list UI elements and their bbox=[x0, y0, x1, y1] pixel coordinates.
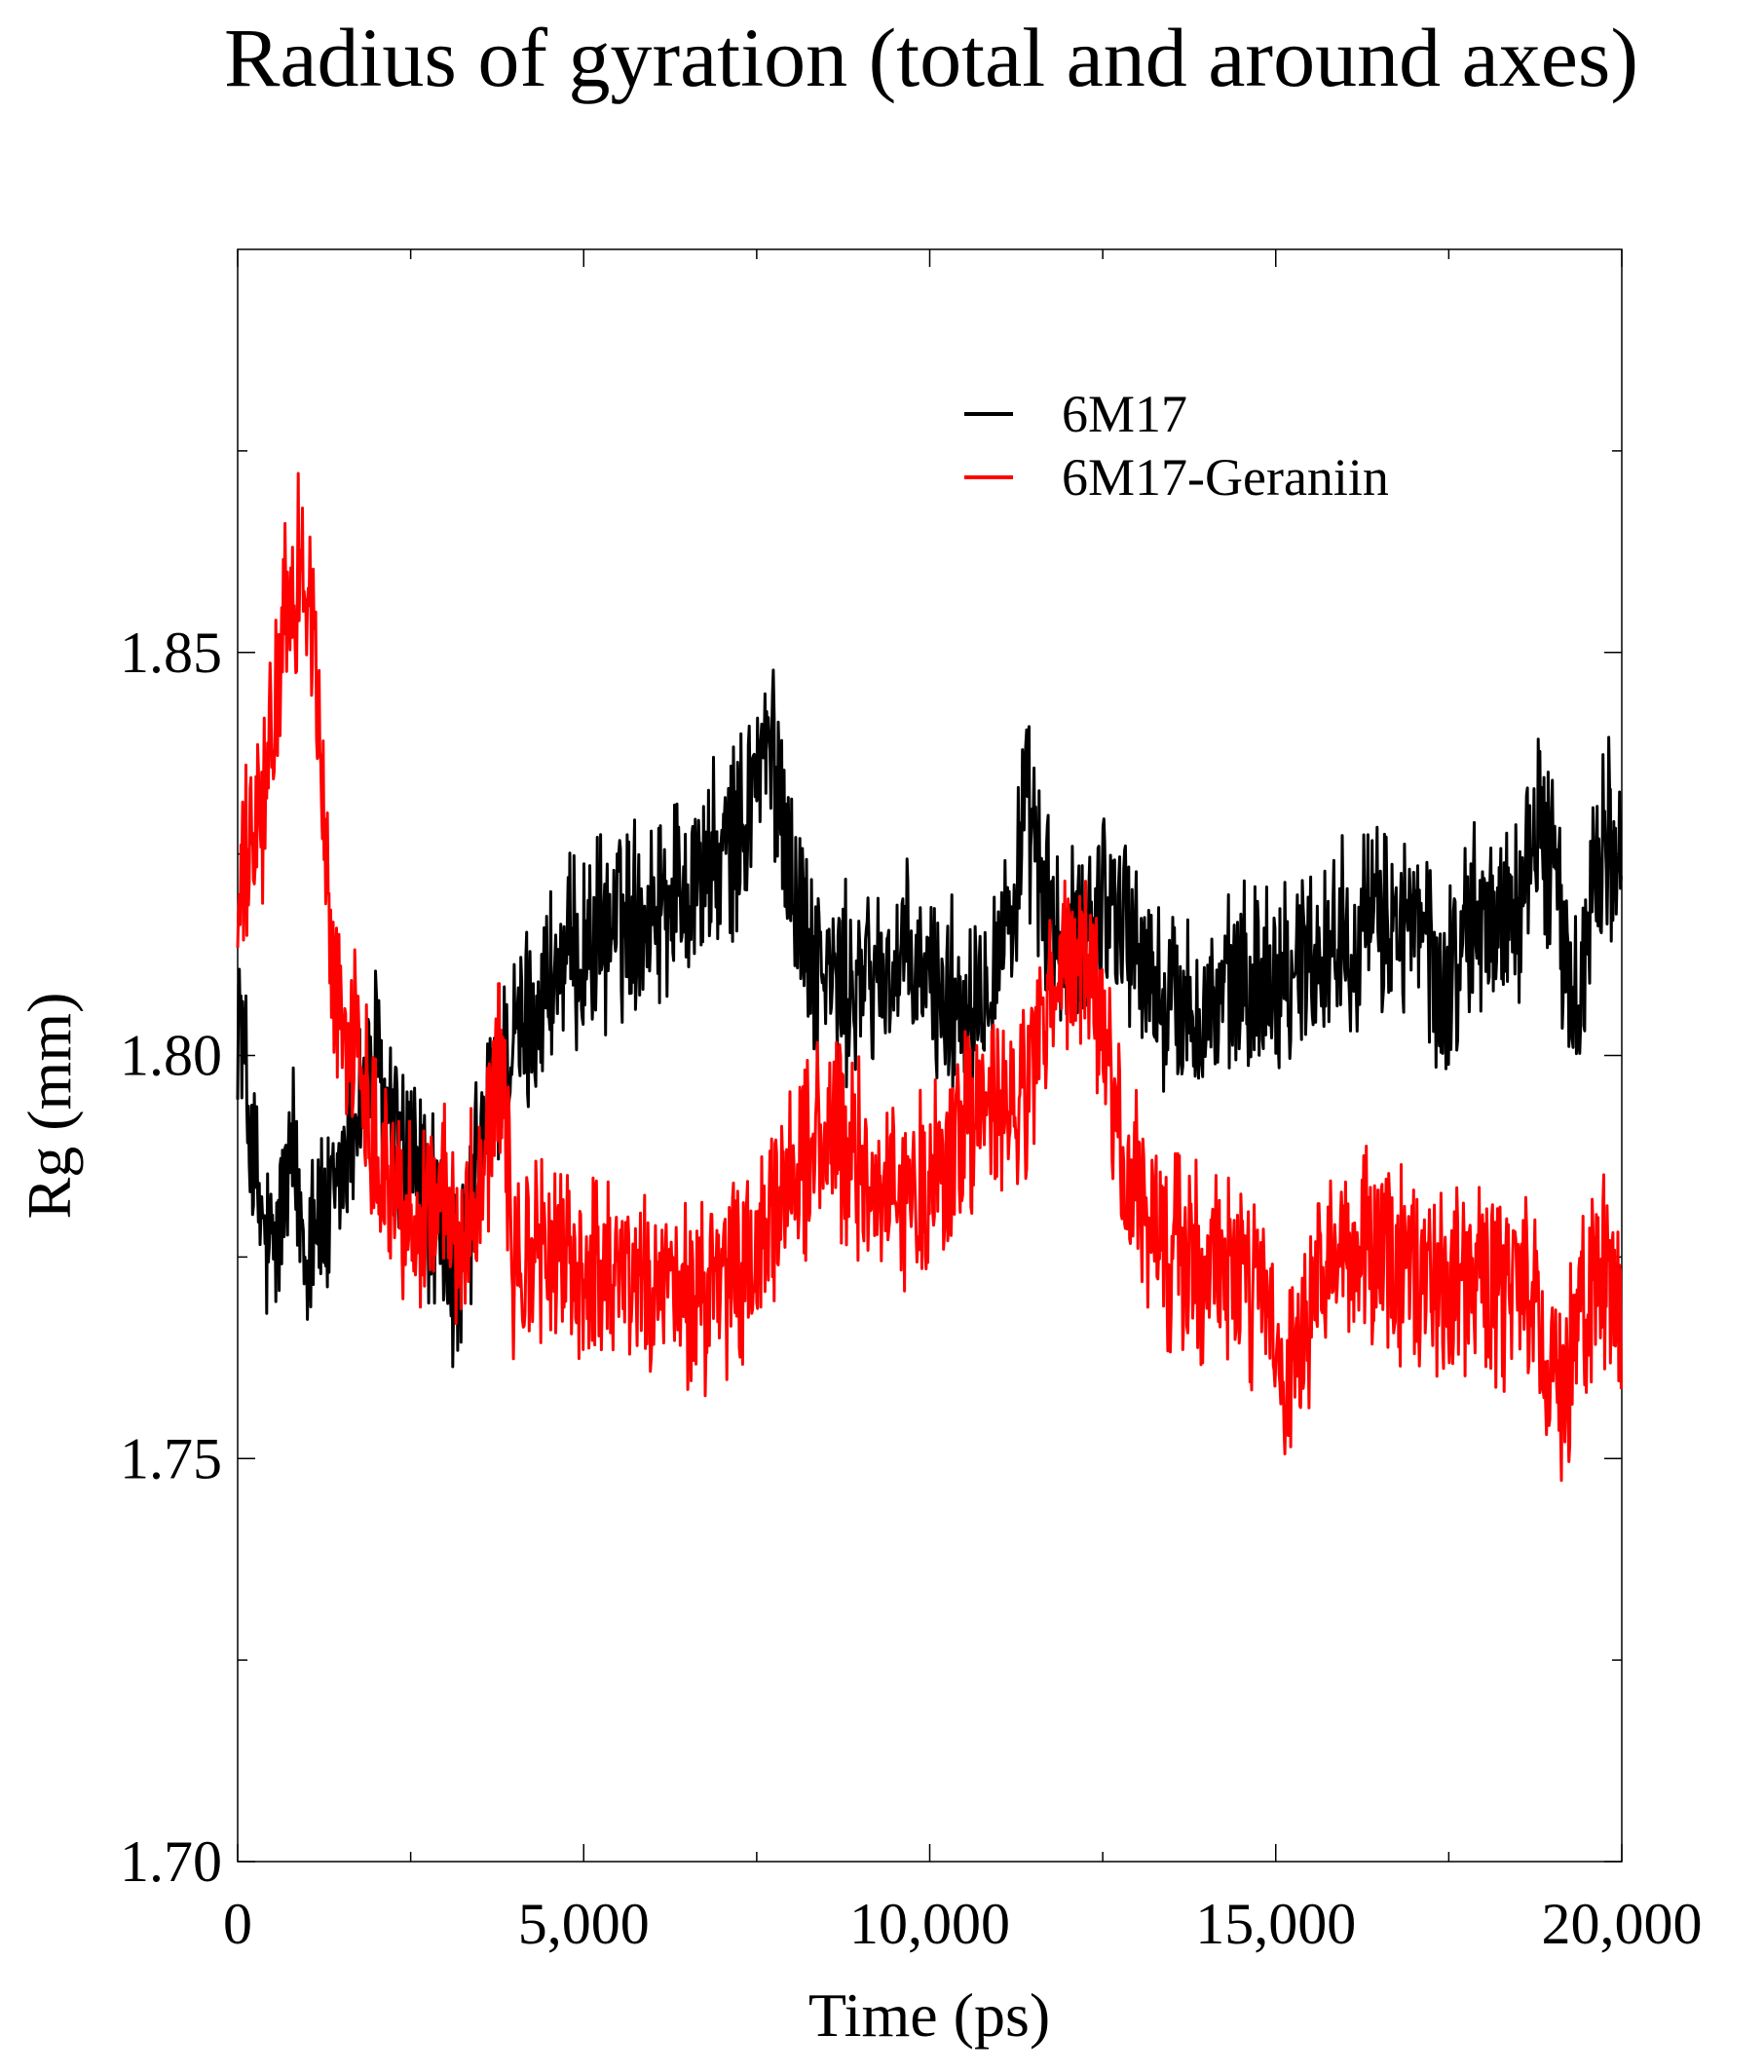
y-tick-label: 1.75 bbox=[120, 1426, 222, 1490]
series-line-6m17-geraniin bbox=[236, 471, 1623, 1483]
x-tick-label: 5,000 bbox=[518, 1892, 650, 1956]
x-axis: 0 5,000 10,000 15,000 20,000 bbox=[223, 249, 1703, 1956]
x-tick-label: 20,000 bbox=[1542, 1892, 1703, 1956]
y-tick-label: 1.80 bbox=[120, 1024, 222, 1088]
series-group bbox=[236, 471, 1623, 1483]
legend-label-6m17-geraniin: 6M17-Geraniin bbox=[1062, 448, 1389, 507]
x-tick-label: 0 bbox=[223, 1892, 252, 1956]
y-tick-label: 1.85 bbox=[120, 621, 222, 685]
legend-label-6m17: 6M17 bbox=[1062, 385, 1187, 443]
plot-frame bbox=[237, 248, 1623, 1863]
x-axis-label: Time (ps) bbox=[808, 1980, 1050, 2050]
chart-title: Radius of gyration (total and around axe… bbox=[224, 11, 1638, 104]
y-axis-label: Rg (mm) bbox=[15, 993, 84, 1220]
y-tick-label: 1.70 bbox=[120, 1829, 222, 1894]
y-axis: 1.70 1.75 1.80 1.85 bbox=[120, 450, 1622, 1894]
x-tick-label: 15,000 bbox=[1195, 1892, 1356, 1956]
x-tick-label: 10,000 bbox=[849, 1892, 1010, 1956]
legend: 6M17 6M17-Geraniin bbox=[964, 385, 1389, 507]
